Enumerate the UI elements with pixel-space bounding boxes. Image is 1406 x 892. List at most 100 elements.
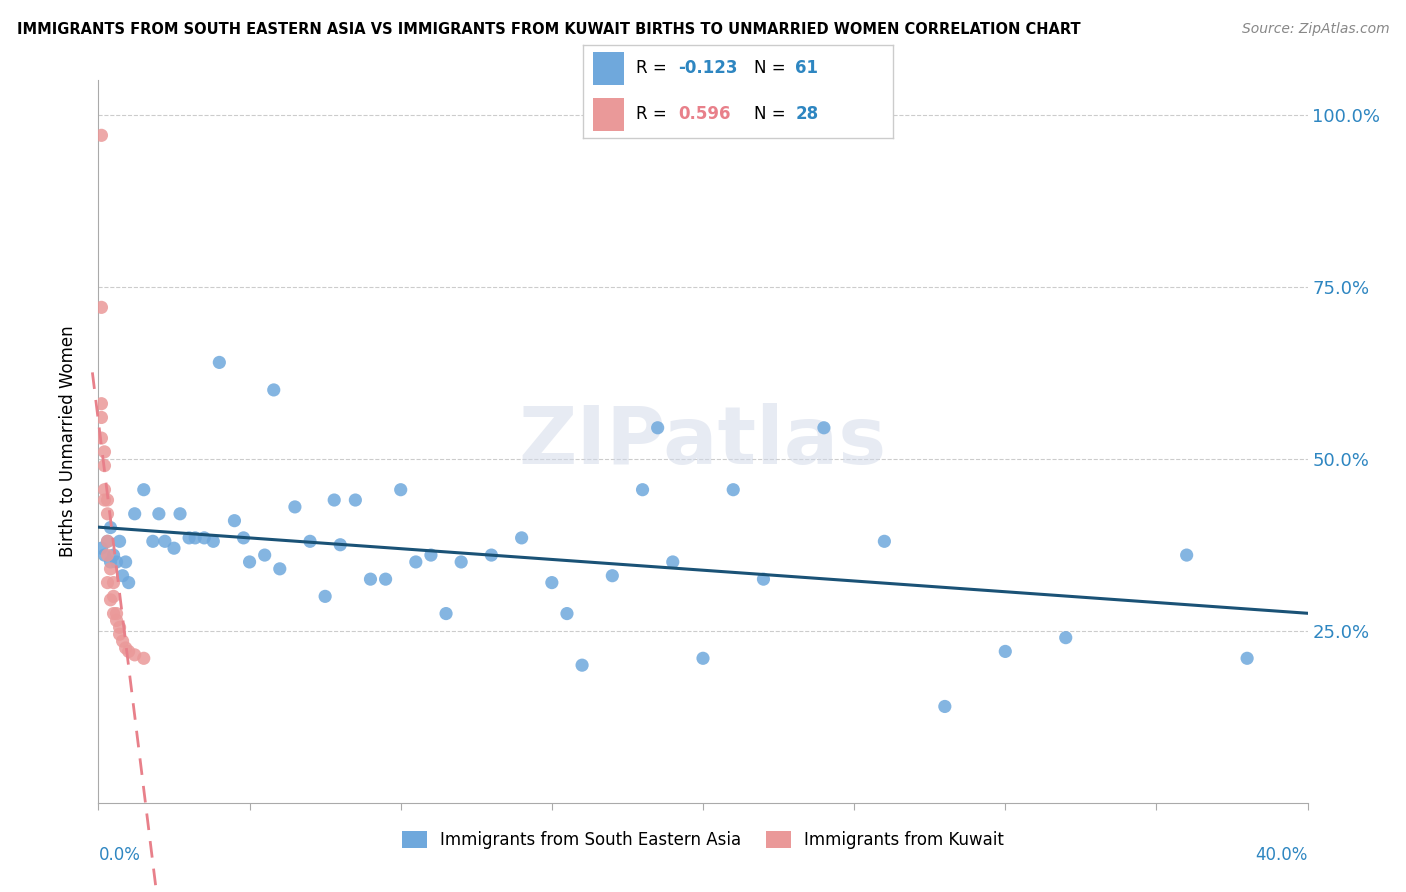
Point <box>90 410 112 425</box>
Point <box>405 555 427 569</box>
Point <box>93 548 115 562</box>
Point <box>118 575 141 590</box>
Point <box>169 507 191 521</box>
Point <box>692 651 714 665</box>
Point <box>108 620 131 634</box>
Point <box>434 607 457 621</box>
Text: N =: N = <box>754 60 790 78</box>
Point <box>360 572 382 586</box>
Point <box>103 607 125 621</box>
Point <box>994 644 1017 658</box>
Point <box>934 699 956 714</box>
Point <box>510 531 533 545</box>
Point <box>114 640 136 655</box>
Text: ZIPatlas: ZIPatlas <box>519 402 887 481</box>
Point <box>114 555 136 569</box>
Text: -0.123: -0.123 <box>678 60 737 78</box>
Point <box>100 592 122 607</box>
Point <box>111 634 134 648</box>
Point <box>314 590 336 604</box>
Point <box>1175 548 1198 562</box>
Bar <box>593 52 624 85</box>
Point <box>540 575 562 590</box>
Point <box>100 562 122 576</box>
Point <box>132 483 155 497</box>
Point <box>202 534 225 549</box>
Point <box>329 538 352 552</box>
Point <box>103 575 125 590</box>
Point <box>374 572 396 586</box>
Point <box>100 520 122 534</box>
Point <box>420 548 443 562</box>
Point <box>93 483 115 497</box>
Point <box>179 531 201 545</box>
Point <box>118 644 141 658</box>
Point <box>132 651 155 665</box>
Text: 28: 28 <box>796 105 818 123</box>
Point <box>481 548 503 562</box>
Point <box>253 548 276 562</box>
Point <box>1236 651 1258 665</box>
Point <box>90 397 112 411</box>
Point <box>103 548 125 562</box>
Point <box>148 507 170 521</box>
Point <box>631 483 654 497</box>
Point <box>602 568 624 582</box>
Text: 61: 61 <box>796 60 818 78</box>
Point <box>105 555 128 569</box>
Point <box>450 555 472 569</box>
Point <box>105 614 128 628</box>
Point <box>90 128 112 143</box>
Legend: Immigrants from South Eastern Asia, Immigrants from Kuwait: Immigrants from South Eastern Asia, Immi… <box>395 824 1011 856</box>
Point <box>90 541 112 556</box>
Point <box>124 507 146 521</box>
Point <box>184 531 207 545</box>
Point <box>208 355 231 369</box>
Point <box>224 514 246 528</box>
Point <box>284 500 307 514</box>
Point <box>93 445 115 459</box>
Point <box>1054 631 1077 645</box>
Bar <box>593 98 624 131</box>
Point <box>571 658 593 673</box>
Point <box>263 383 285 397</box>
Point <box>299 534 322 549</box>
Point <box>100 555 122 569</box>
Point <box>344 493 367 508</box>
Point <box>96 548 118 562</box>
Text: R =: R = <box>636 105 672 123</box>
Text: Source: ZipAtlas.com: Source: ZipAtlas.com <box>1241 22 1389 37</box>
Point <box>108 534 131 549</box>
Point <box>661 555 683 569</box>
Point <box>111 568 134 582</box>
Point <box>269 562 291 576</box>
Point <box>96 493 118 508</box>
Text: IMMIGRANTS FROM SOUTH EASTERN ASIA VS IMMIGRANTS FROM KUWAIT BIRTHS TO UNMARRIED: IMMIGRANTS FROM SOUTH EASTERN ASIA VS IM… <box>17 22 1080 37</box>
Point <box>647 421 669 435</box>
Point <box>90 431 112 445</box>
Text: 40.0%: 40.0% <box>1256 847 1308 864</box>
Point <box>96 575 118 590</box>
Point <box>239 555 262 569</box>
Point <box>142 534 165 549</box>
Point <box>163 541 186 556</box>
Text: 0.596: 0.596 <box>678 105 730 123</box>
Point <box>105 607 128 621</box>
Point <box>752 572 775 586</box>
Point <box>232 531 254 545</box>
Point <box>108 627 131 641</box>
Point <box>723 483 745 497</box>
Point <box>193 531 215 545</box>
Point <box>813 421 835 435</box>
Point <box>93 493 115 508</box>
Point <box>90 301 112 315</box>
Text: N =: N = <box>754 105 790 123</box>
Text: R =: R = <box>636 60 672 78</box>
Point <box>96 507 118 521</box>
Point <box>93 458 115 473</box>
Point <box>96 534 118 549</box>
Point <box>323 493 346 508</box>
Point <box>153 534 176 549</box>
Text: 0.0%: 0.0% <box>98 847 141 864</box>
Point <box>124 648 146 662</box>
